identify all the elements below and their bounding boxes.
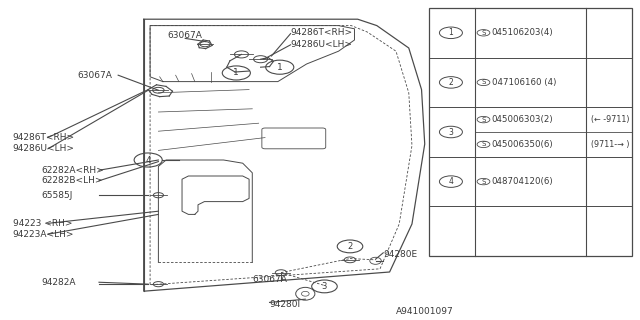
Text: 62282B<LH>: 62282B<LH> — [42, 176, 103, 185]
Text: 63067A: 63067A — [77, 71, 112, 80]
Text: S: S — [481, 179, 486, 185]
Text: 3: 3 — [449, 127, 453, 137]
Bar — [429, 8, 632, 256]
Text: S: S — [481, 30, 486, 36]
Text: 94223 <RH>: 94223 <RH> — [13, 219, 72, 228]
Text: 1: 1 — [449, 28, 453, 37]
Text: 045106203(4): 045106203(4) — [492, 28, 554, 37]
Text: S: S — [481, 141, 486, 148]
Text: (9711-→ ): (9711-→ ) — [591, 140, 629, 149]
Text: S: S — [481, 116, 486, 123]
Text: 048704120(6): 048704120(6) — [492, 177, 554, 186]
Text: 94286U<LH>: 94286U<LH> — [13, 144, 75, 153]
Text: 94280I: 94280I — [269, 300, 301, 309]
Text: 63067A: 63067A — [252, 275, 287, 284]
Text: 63067A: 63067A — [168, 31, 203, 40]
Text: 94286T<RH>: 94286T<RH> — [291, 28, 353, 36]
Text: S: S — [481, 79, 486, 85]
Text: 4: 4 — [145, 156, 151, 164]
Text: 94286U<LH>: 94286U<LH> — [291, 40, 353, 49]
Text: 047106160 (4): 047106160 (4) — [492, 78, 556, 87]
Text: 94223A<LH>: 94223A<LH> — [13, 230, 74, 239]
Text: 62282A<RH>: 62282A<RH> — [42, 166, 104, 175]
Text: A941001097: A941001097 — [396, 308, 454, 316]
Text: 65585J: 65585J — [42, 191, 73, 200]
Text: 4: 4 — [449, 177, 453, 186]
Text: 2: 2 — [348, 242, 353, 251]
Text: 1: 1 — [277, 63, 283, 72]
Text: 045006350(6): 045006350(6) — [492, 140, 554, 149]
Text: 94282A: 94282A — [42, 278, 76, 287]
Text: 3: 3 — [322, 282, 327, 291]
Text: 1: 1 — [234, 68, 239, 77]
Text: 2: 2 — [449, 78, 453, 87]
Text: 94286T<RH>: 94286T<RH> — [13, 133, 75, 142]
Text: (← -9711): (← -9711) — [591, 115, 629, 124]
Text: 045006303(2): 045006303(2) — [492, 115, 554, 124]
Text: 94280E: 94280E — [383, 250, 417, 259]
